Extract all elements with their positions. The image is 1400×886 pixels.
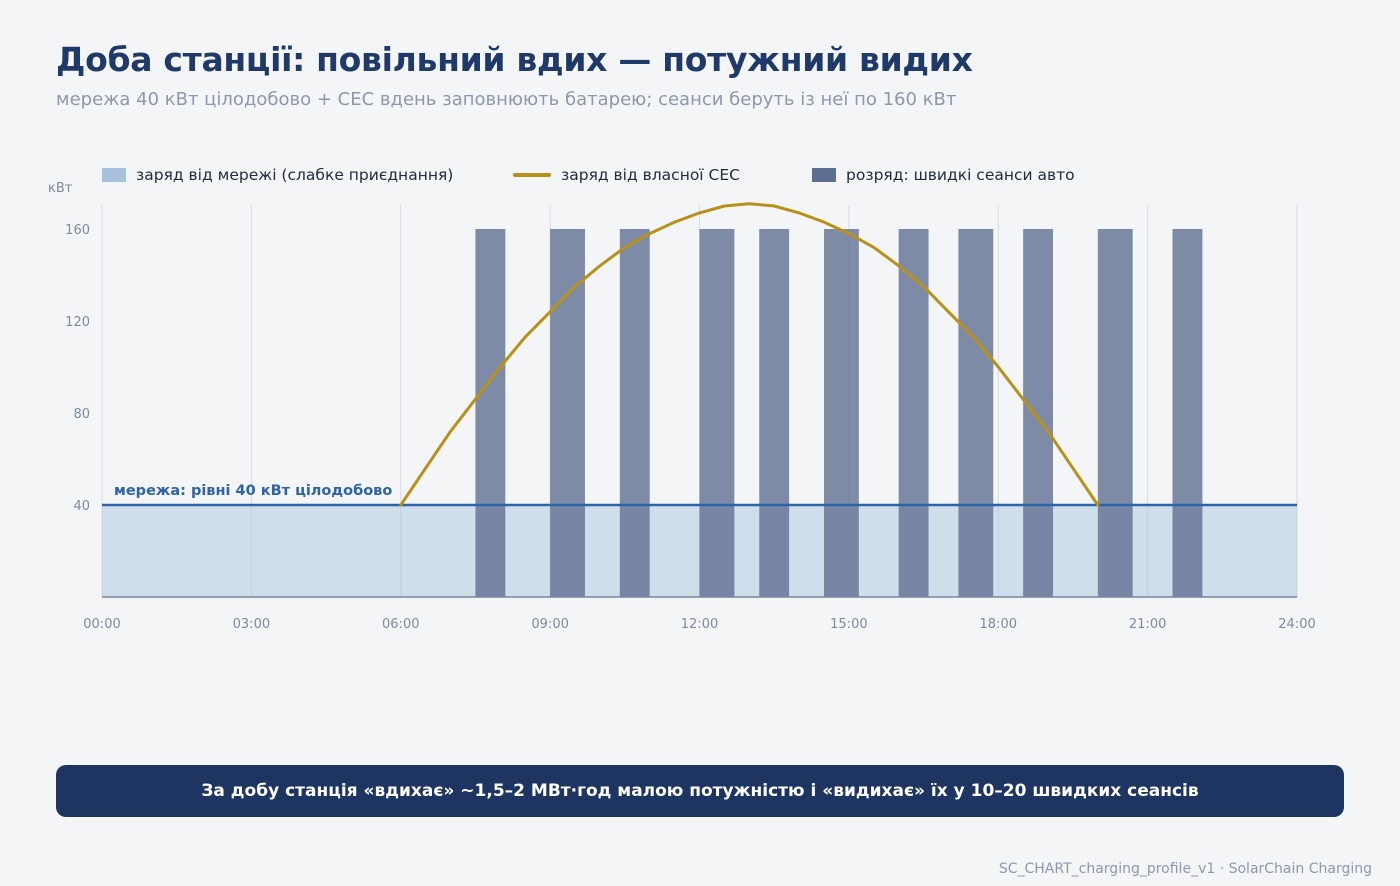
x-tick-label: 03:00 [233,617,270,632]
page-subtitle: мережа 40 кВт цілодобово + СЕС вдень зап… [56,89,957,110]
x-tick-label: 18:00 [980,617,1017,632]
x-tick-label: 24:00 [1278,617,1315,632]
legend-item-discharge: розряд: швидкі сеанси авто [812,163,1075,187]
x-tick-label: 00:00 [83,617,120,632]
discharge-bar [958,229,994,597]
legend-label-discharge: розряд: швидкі сеанси авто [846,166,1075,184]
x-tick-label: 09:00 [531,617,568,632]
legend-swatch-solar [513,173,551,177]
discharge-bar [898,229,929,597]
grid-charge-annotation: мережа: рівні 40 кВт цілодобово [114,483,392,499]
discharge-bar [823,229,859,597]
y-tick-label: 80 [73,407,90,422]
summary-banner: За добу станція «вдихає» ~1,5–2 МВт·год … [56,765,1344,817]
x-tick-label: 21:00 [1129,617,1166,632]
legend-label-solar: заряд від власної СЕС [561,166,740,184]
charging-profile-chart: мережа: рівні 40 кВт цілодобово 40 80 120 16… [48,181,1316,632]
discharge-bar [619,229,650,597]
x-tick-label: 06:00 [382,617,419,632]
legend-item-solar: заряд від власної СЕС [513,163,740,187]
y-axis-label: кВт [48,181,73,196]
discharge-bar [1172,229,1203,597]
legend-label-grid: заряд від мережі (слабке приєднання) [136,166,454,184]
y-tick-label: 120 [65,315,90,330]
y-tick-label: 40 [73,499,90,514]
legend-swatch-grid [102,168,126,182]
legend-swatch-discharge [812,168,836,182]
summary-banner-text: За добу станція «вдихає» ~1,5–2 МВт·год … [201,781,1199,801]
discharge-bar [550,229,585,597]
legend-item-grid: заряд від мережі (слабке приєднання) [102,163,453,187]
discharge-bar [475,229,506,597]
discharge-bar [1097,229,1133,597]
page-title: Доба станції: повільний вдих — потужний … [56,40,973,79]
x-tick-label: 12:00 [681,617,718,632]
solar-charge-line [399,202,1100,507]
discharge-bar [759,229,790,597]
x-tick-label: 15:00 [830,617,867,632]
discharge-bar [699,229,735,597]
y-tick-label: 160 [65,223,90,238]
discharge-bar [1023,229,1054,597]
footer-caption: SC_CHART_charging_profile_v1 · SolarChai… [998,861,1372,877]
